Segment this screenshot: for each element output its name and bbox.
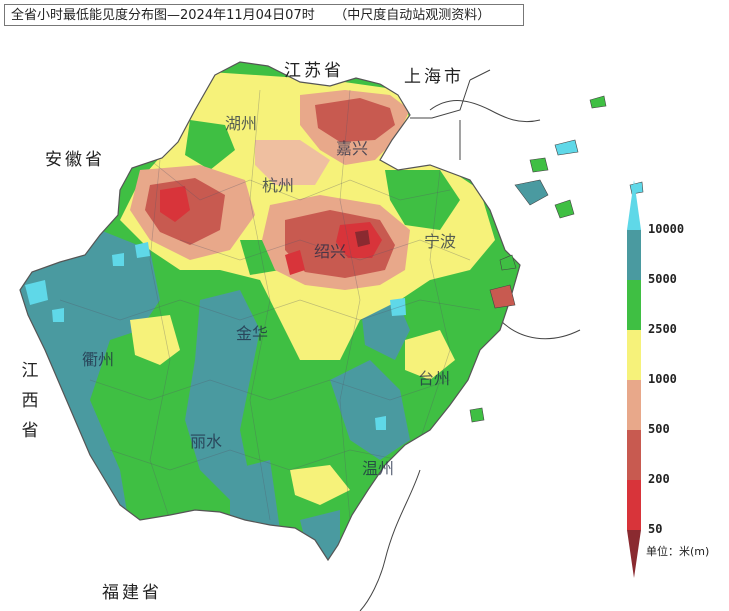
city-label-jinhua: 金华: [236, 324, 269, 343]
city-label-jiaxing: 嘉兴: [336, 139, 369, 158]
region-label-jiangxi-char-3: 省: [21, 421, 39, 441]
city-label-wenzhou: 温州: [362, 459, 395, 478]
legend-swatch-10000: [627, 230, 641, 280]
city-label-quzhou: 衢州: [82, 350, 115, 369]
legend-colorbar: [627, 180, 641, 578]
region-label-jiangsu: 江苏省: [284, 61, 344, 81]
city-label-lishui: 丽水: [190, 432, 223, 451]
legend-swatch-200: [627, 480, 641, 530]
legend-unit: 单位：米(m): [646, 545, 710, 558]
map-title: 全省小时最低能见度分布图—2024年11月04日07时 （中尺度自动站观测资料）: [4, 4, 524, 26]
region-label-jiangxi: 江 西 省: [20, 356, 40, 446]
region-label-jiangxi-char-2: 西: [21, 391, 39, 411]
legend-arrow-top: [627, 180, 641, 230]
city-label-shaoxing: 绍兴: [314, 242, 347, 261]
city-label-taizhou: 台州: [418, 369, 451, 388]
legend-swatch-1000: [627, 380, 641, 430]
city-label-ningbo: 宁波: [424, 232, 457, 251]
coastline-lines: [359, 69, 581, 611]
city-label-huzhou: 湖州: [225, 114, 258, 133]
legend-label-10000: 10000: [648, 222, 685, 236]
city-label-hangzhou: 杭州: [262, 176, 295, 195]
legend-arrow-bottom: [627, 530, 641, 578]
legend-swatch-500: [627, 430, 641, 480]
region-label-anhui: 安徽省: [45, 150, 105, 170]
legend-label-50: 50: [648, 522, 663, 536]
county-boundaries: [59, 89, 481, 521]
legend-swatch-2500: [627, 330, 641, 380]
legend-label-2500: 2500: [648, 322, 677, 336]
legend-label-5000: 5000: [648, 272, 677, 286]
legend-label-1000: 1000: [648, 372, 677, 386]
legend-swatch-5000: [627, 280, 641, 330]
region-label-jiangxi-char-1: 江: [21, 361, 39, 381]
region-label-fujian: 福建省: [102, 583, 162, 603]
legend-label-200: 200: [648, 472, 670, 486]
legend-label-500: 500: [648, 422, 670, 436]
coastal-islands: [469, 95, 644, 423]
region-label-shanghai: 上海市: [404, 67, 464, 87]
